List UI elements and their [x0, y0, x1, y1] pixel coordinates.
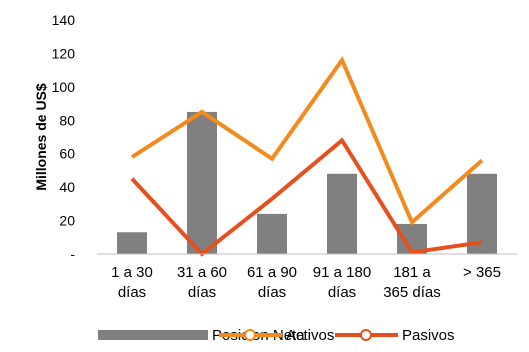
lines-layer [130, 56, 484, 257]
x-tick-label: 365 días [383, 284, 441, 301]
x-tick-label: 91 a 180 [313, 264, 371, 281]
x-tick-label: días [118, 284, 146, 301]
line-activos [130, 56, 484, 226]
bar-posicion-neta [187, 111, 217, 254]
y-tick-label: 100 [52, 79, 76, 95]
legend-marker [244, 329, 256, 341]
x-tick-label: > 365 [463, 264, 501, 281]
y-tick-label: - [70, 246, 75, 262]
y-tick-label: 20 [59, 213, 75, 229]
legend-label: Pasivos [402, 327, 455, 344]
x-tick-label: días [328, 284, 356, 301]
y-tick-label: 120 [52, 45, 76, 61]
x-tick-label: días [258, 284, 286, 301]
legend-label: Activos [286, 327, 334, 344]
y-tick-label: 60 [59, 146, 75, 162]
y-axis-title: Millones de US$ [33, 83, 49, 191]
y-axis-ticks: - 20 40 60 80 100 120 140 [52, 12, 76, 262]
x-tick-label: días [188, 284, 216, 301]
x-tick-label: 181 a [393, 264, 431, 281]
y-tick-label: 80 [59, 112, 75, 128]
x-tick-label: 31 a 60 [177, 264, 227, 281]
y-tick-label: 40 [59, 179, 75, 195]
legend-swatch-bar [98, 330, 208, 340]
legend-marker [360, 329, 372, 341]
bar-posicion-neta [467, 173, 497, 254]
bar-posicion-neta [257, 213, 287, 254]
line-pasivos [130, 137, 483, 257]
x-tick-label: 1 a 30 [111, 264, 153, 281]
bars-layer [117, 111, 497, 254]
x-tick-label: 61 a 90 [247, 264, 297, 281]
x-axis-labels: 1 a 30 días 31 a 60 días 61 a 90 días 91 a 180… [111, 264, 501, 301]
y-tick-label: 140 [52, 12, 76, 28]
bar-posicion-neta [117, 232, 147, 254]
bar-posicion-neta [327, 173, 357, 254]
